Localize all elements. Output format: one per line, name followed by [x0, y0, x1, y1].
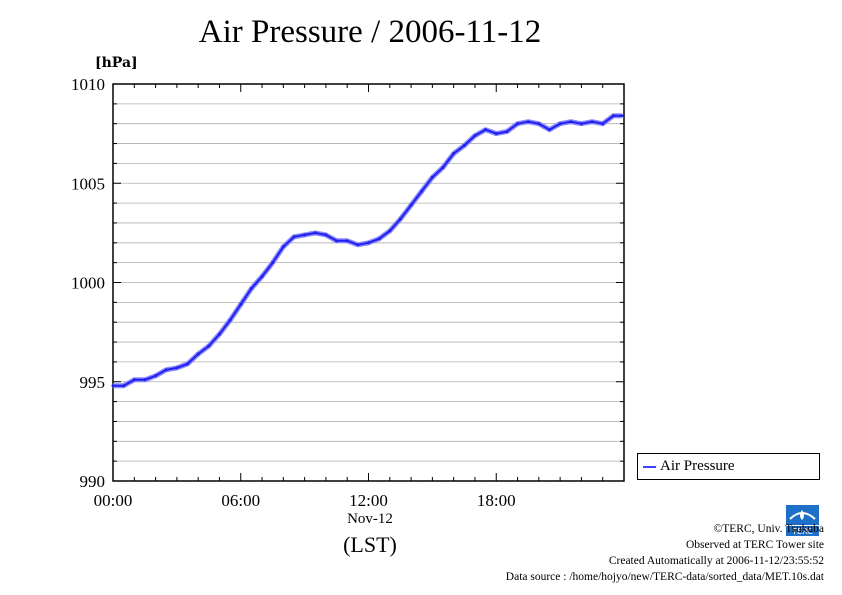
- data-point: [484, 128, 488, 132]
- data-point: [239, 302, 243, 306]
- data-points: [111, 114, 624, 388]
- terc-logo: TERC: [786, 505, 819, 536]
- data-point: [473, 134, 477, 138]
- y-tick-label: 1005: [71, 174, 105, 193]
- y-tick-label: 995: [80, 373, 106, 392]
- data-point: [547, 128, 551, 132]
- data-point: [505, 130, 509, 134]
- data-point: [452, 151, 456, 155]
- x-tick-label: 00:00: [94, 491, 133, 510]
- data-point: [494, 132, 498, 136]
- data-point: [345, 239, 349, 243]
- data-point: [196, 352, 200, 356]
- data-point: [601, 122, 605, 126]
- data-point: [579, 122, 583, 126]
- data-point: [611, 114, 615, 118]
- data-point: [271, 261, 275, 265]
- data-point: [281, 245, 285, 249]
- data-point: [558, 122, 562, 126]
- data-point: [249, 286, 253, 290]
- data-point: [122, 384, 126, 388]
- data-point: [164, 368, 168, 372]
- data-point: [303, 233, 307, 237]
- y-axis-unit: [hPa]: [95, 55, 138, 71]
- data-point: [186, 362, 190, 366]
- data-point: [590, 120, 594, 124]
- data-point: [462, 144, 466, 148]
- chart-title: Air Pressure / 2006-11-12: [198, 14, 542, 50]
- data-point: [526, 120, 530, 124]
- data-point: [398, 217, 402, 221]
- data-point: [228, 318, 232, 322]
- x-tick-label: 18:00: [477, 491, 516, 510]
- data-point: [537, 122, 541, 126]
- footer-credits: ©TERC, Univ. Tsukuba Observed at TERC To…: [506, 521, 824, 585]
- data-point: [111, 384, 115, 388]
- footer-created: Created Automatically at 2006-11-12/23:5…: [608, 555, 824, 567]
- data-point: [420, 189, 424, 193]
- data-point: [260, 275, 264, 279]
- axis-ticks: [112, 83, 625, 482]
- data-point: [175, 366, 179, 370]
- y-tick-label: 1010: [71, 75, 105, 94]
- data-point: [207, 344, 211, 348]
- series-line-air-pressure-core: [113, 114, 622, 387]
- footer-source: Data source : /home/hojyo/new/TERC-data/…: [505, 571, 824, 583]
- logo-text: TERC: [791, 527, 813, 536]
- data-point: [569, 120, 573, 124]
- data-point: [377, 237, 381, 241]
- data-point: [430, 175, 434, 179]
- data-point: [516, 122, 520, 126]
- data-point: [132, 378, 136, 382]
- data-point: [324, 233, 328, 237]
- x-tick-label: 12:00: [349, 491, 388, 510]
- y-tick-labels: 1010 1005 1000 995 990: [71, 75, 105, 491]
- x-tick-label: 06:00: [221, 491, 260, 510]
- data-point: [335, 239, 339, 243]
- y-tick-label: 1000: [71, 274, 105, 293]
- y-tick-label: 990: [80, 472, 106, 491]
- legend-label: Air Pressure: [660, 458, 735, 474]
- legend: Air Pressure: [637, 453, 820, 480]
- legend-swatch: [643, 466, 656, 468]
- data-point: [292, 235, 296, 239]
- footer-copyright: ©TERC, Univ. Tsukuba: [713, 523, 824, 535]
- data-point: [356, 243, 360, 247]
- data-point: [367, 241, 370, 245]
- data-point: [154, 374, 158, 378]
- data-point: [313, 231, 317, 235]
- grid-lines: [113, 103, 624, 462]
- x-axis-label: (LST): [343, 532, 397, 557]
- data-point: [620, 114, 624, 118]
- data-point: [441, 165, 445, 169]
- data-point: [217, 332, 221, 336]
- data-point: [388, 229, 392, 233]
- data-point: [143, 378, 147, 382]
- x-axis-date-label: Nov-12: [347, 511, 393, 527]
- x-tick-labels: 00:00 06:00 12:00 18:00: [94, 491, 516, 510]
- footer-site: Observed at TERC Tower site: [685, 539, 824, 551]
- data-point: [409, 203, 413, 207]
- series-line-air-pressure: [113, 113, 622, 389]
